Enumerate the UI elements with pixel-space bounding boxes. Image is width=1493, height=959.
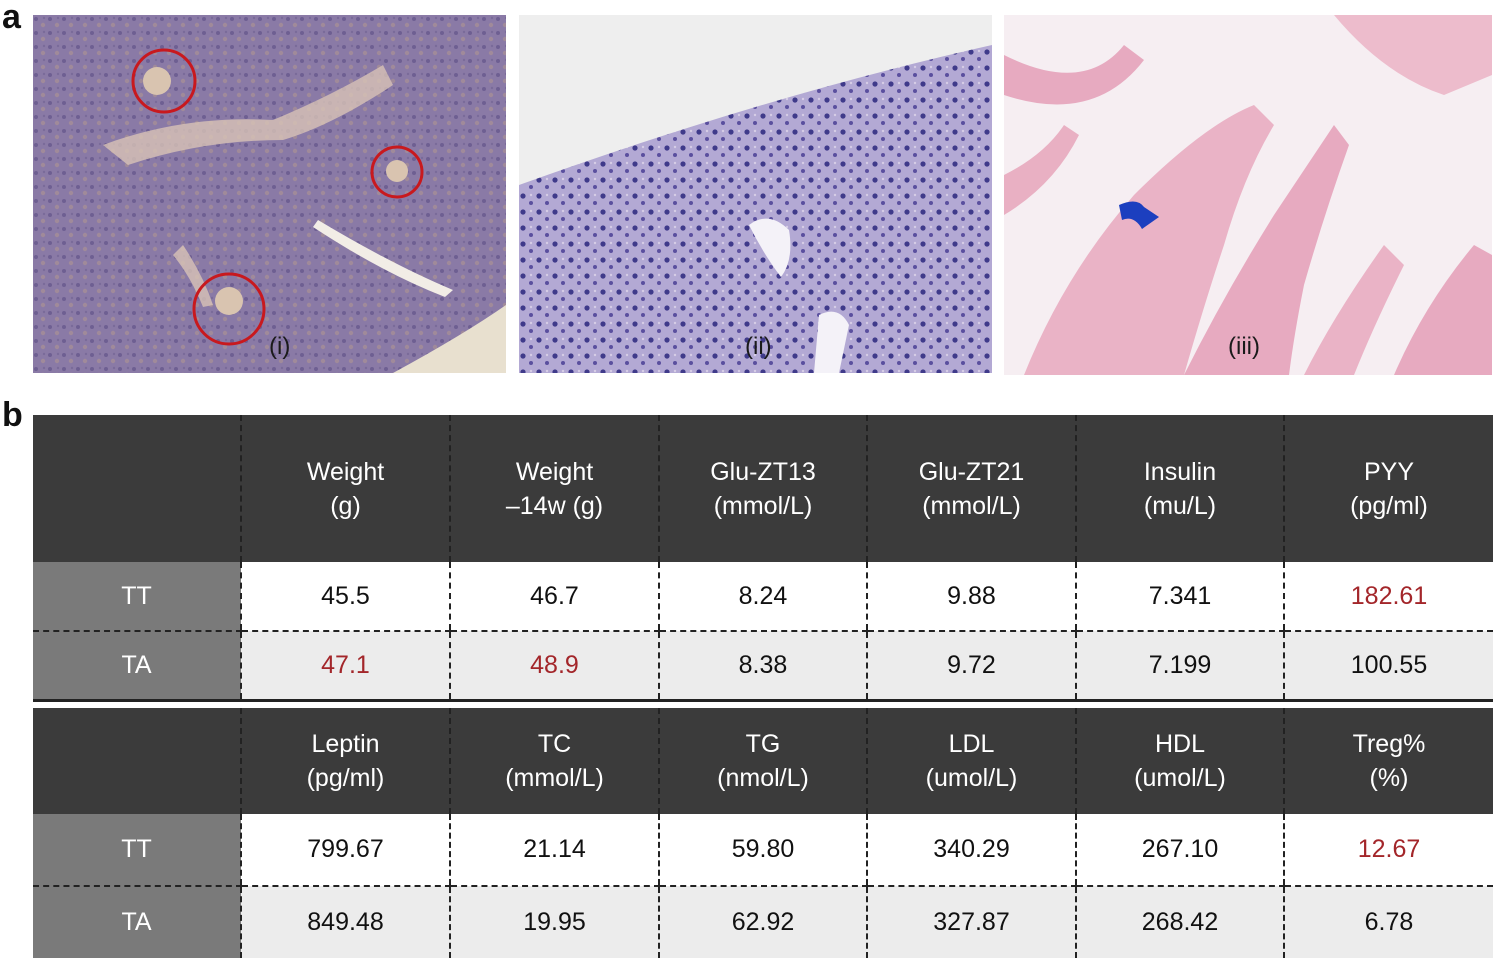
- table-cell-highlight: 48.9: [449, 631, 659, 699]
- panel-label-a: a: [2, 0, 21, 36]
- table-divider: [33, 699, 1493, 702]
- header-cell: TG (nmol/L): [658, 708, 867, 814]
- micrograph-i: (i): [33, 15, 506, 373]
- header-cell: Treg% (%): [1283, 708, 1493, 814]
- table-cell: 6.78: [1283, 886, 1493, 958]
- table-cell: 19.95: [449, 886, 659, 958]
- row-label: TT: [33, 814, 241, 887]
- table-cell: 45.5: [240, 562, 450, 632]
- table-cell: 327.87: [866, 886, 1076, 958]
- table-cell: 340.29: [866, 814, 1076, 887]
- table-cell: 8.24: [658, 562, 867, 632]
- table-cell: 799.67: [240, 814, 450, 887]
- table-header-row: Weight (g) Weight –14w (g) Glu-ZT13 (mmol/L…: [33, 415, 1493, 562]
- table-cell-highlight: 47.1: [240, 631, 450, 699]
- micrograph-iii: (iii): [1004, 15, 1492, 375]
- table-cell: 7.341: [1075, 562, 1284, 632]
- header-cell: Leptin (pg/ml): [240, 708, 450, 814]
- row-label: TA: [33, 886, 241, 958]
- table-row-ta: TA 849.48 19.95 62.92 327.87 268.42 6.78: [33, 886, 1493, 958]
- metabolic-table-2: Leptin (pg/ml) TC (mmol/L) TG (nmol/L) LDL(…: [33, 708, 1493, 958]
- image-label-iii: (iii): [1228, 333, 1260, 360]
- table-cell: 849.48: [240, 886, 450, 958]
- table-cell: 268.42: [1075, 886, 1284, 958]
- row-label: TA: [33, 631, 241, 699]
- table-cell: 267.10: [1075, 814, 1284, 887]
- header-cell-blank: [33, 708, 241, 814]
- table-row-ta: TA 47.1 48.9 8.38 9.72 7.199 100.55: [33, 631, 1493, 699]
- header-cell: Weight –14w (g): [449, 415, 659, 562]
- table-cell-highlight: 12.67: [1283, 814, 1493, 887]
- table-cell: 59.80: [658, 814, 867, 887]
- table-cell: 21.14: [449, 814, 659, 887]
- table-cell: 8.38: [658, 631, 867, 699]
- image-label-ii: (ii): [745, 333, 772, 360]
- header-cell: Glu-ZT13 (mmol/L): [658, 415, 867, 562]
- header-cell: LDL (umol/L): [866, 708, 1076, 814]
- header-cell: Weight (g): [240, 415, 450, 562]
- table-row-tt: TT 45.5 46.7 8.24 9.88 7.341 182.61: [33, 562, 1493, 632]
- table-header-row: Leptin (pg/ml) TC (mmol/L) TG (nmol/L) LDL(…: [33, 708, 1493, 814]
- table-cell: 62.92: [658, 886, 867, 958]
- header-cell: HDL (umol/L): [1075, 708, 1284, 814]
- table-cell-highlight: 182.61: [1283, 562, 1493, 632]
- table-cell: 46.7: [449, 562, 659, 632]
- table-cell: 100.55: [1283, 631, 1493, 699]
- header-cell: TC (mmol/L): [449, 708, 659, 814]
- image-label-i: (i): [269, 333, 291, 360]
- header-cell-blank: [33, 415, 241, 562]
- header-cell: Insulin (mu/L): [1075, 415, 1284, 562]
- table-row-tt: TT 799.67 21.14 59.80 340.29 267.10 12.6…: [33, 814, 1493, 887]
- panel-label-b: b: [2, 396, 23, 434]
- table-cell: 9.88: [866, 562, 1076, 632]
- micrograph-ii: (ii): [519, 15, 992, 373]
- row-label: TT: [33, 562, 241, 632]
- metabolic-table-1: Weight (g) Weight –14w (g) Glu-ZT13 (mmol/L…: [33, 415, 1493, 699]
- table-cell: 9.72: [866, 631, 1076, 699]
- header-cell: PYY (pg/ml): [1283, 415, 1493, 562]
- header-cell: Glu-ZT21 (mmol/L): [866, 415, 1076, 562]
- table-cell: 7.199: [1075, 631, 1284, 699]
